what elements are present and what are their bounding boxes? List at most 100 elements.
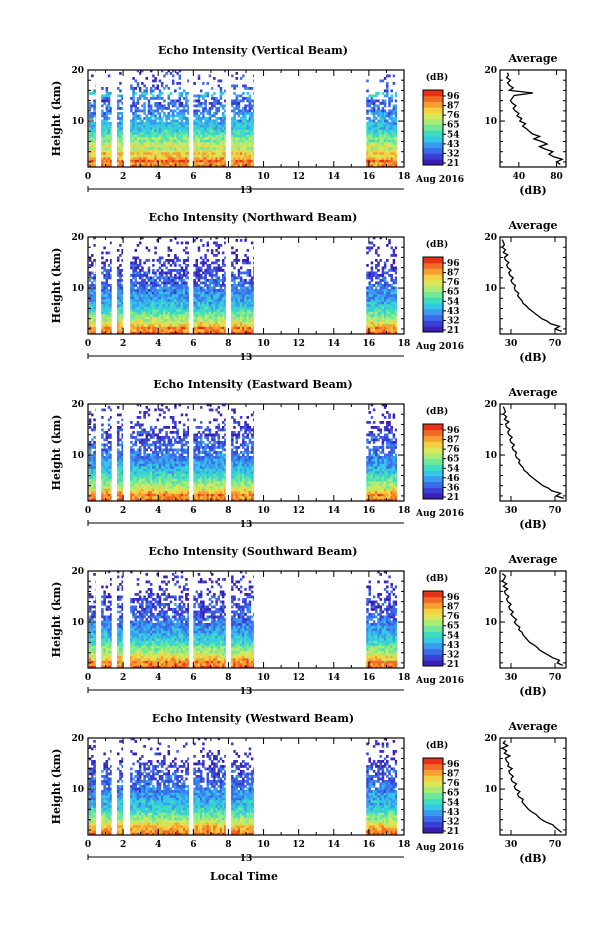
heatmap-cell xyxy=(88,159,92,163)
heatmap-cell xyxy=(138,142,142,145)
heatmap-cell xyxy=(208,299,212,302)
heatmap-cell xyxy=(169,498,173,502)
heatmap-cell xyxy=(116,147,120,150)
heatmap-cell xyxy=(202,321,205,325)
heatmap-cell xyxy=(178,137,182,140)
heatmap-cell xyxy=(156,299,160,302)
heatmap-cell xyxy=(182,159,186,163)
heatmap-cell xyxy=(375,286,378,290)
heatmap-cell xyxy=(239,289,243,292)
heatmap-cell xyxy=(109,476,112,479)
heatmap-cell xyxy=(239,127,243,130)
heatmap-cell xyxy=(208,114,212,118)
heatmap-cell xyxy=(174,491,177,494)
heatmap-cell xyxy=(171,157,175,160)
heatmap-cell xyxy=(210,124,214,128)
heatmap-cell xyxy=(248,316,252,320)
heatmap-cell xyxy=(147,296,151,300)
heatmap-cell xyxy=(176,127,179,130)
heatmap-cell xyxy=(206,286,210,290)
heatmap-cell xyxy=(103,127,106,130)
heatmap-cell xyxy=(143,124,146,128)
heatmap-cell xyxy=(182,309,186,312)
heatmap-cell xyxy=(101,251,104,255)
heatmap-cell xyxy=(143,92,146,95)
heatmap-cell xyxy=(187,301,189,305)
heatmap-cell xyxy=(163,326,166,330)
heatmap-cell xyxy=(368,296,371,300)
heatmap-cell xyxy=(119,264,122,267)
heatmap-cell xyxy=(101,458,104,462)
heatmap-cell xyxy=(143,314,146,317)
heatmap-cell xyxy=(185,291,188,295)
heatmap-cell xyxy=(233,299,236,302)
heatmap-cell xyxy=(107,486,111,489)
heatmap-cell xyxy=(388,157,391,160)
heatmap-cell xyxy=(171,291,175,295)
heatmap-cell xyxy=(171,321,175,325)
heatmap-cell xyxy=(235,329,238,332)
heatmap-cell xyxy=(136,124,140,128)
heatmap-cell xyxy=(235,119,238,123)
heatmap-cell xyxy=(372,309,376,312)
heatmap-cell xyxy=(119,99,122,103)
heatmap-cell xyxy=(93,324,96,327)
heatmap-cell xyxy=(105,152,109,155)
heatmap-cell xyxy=(88,493,92,497)
colorbar-swatch xyxy=(423,153,443,160)
heatmap-cell xyxy=(210,296,214,300)
heatmap-cell xyxy=(237,294,241,297)
heatmap-cell xyxy=(167,319,171,322)
heatmap-cell xyxy=(101,109,104,113)
heatmap-cell xyxy=(370,102,374,105)
heatmap-cell xyxy=(132,496,135,499)
heatmap-cell xyxy=(158,154,162,158)
y-axis-label: Height (km) xyxy=(50,81,63,157)
heatmap-cell xyxy=(109,453,112,457)
heatmap-cell xyxy=(370,304,374,307)
heatmap-cell xyxy=(130,311,133,315)
heatmap-cell xyxy=(160,124,164,128)
heatmap-cell xyxy=(213,266,216,270)
heatmap-cell xyxy=(187,289,189,292)
heatmap-cell xyxy=(366,246,369,250)
heatmap-cell xyxy=(132,87,135,90)
heatmap-cell xyxy=(242,319,245,322)
heatmap-cell xyxy=(121,453,124,457)
heatmap-cell xyxy=(199,132,203,135)
heatmap-cell xyxy=(149,326,153,330)
heatmap-cell xyxy=(182,261,186,265)
heatmap-cell xyxy=(242,129,245,133)
heatmap-cell xyxy=(233,122,236,125)
heatmap-cell xyxy=(138,241,142,245)
heatmap-cell xyxy=(372,124,376,128)
heatmap-cell xyxy=(383,331,387,335)
heatmap-cell xyxy=(130,491,133,494)
heatmap-cell xyxy=(250,299,254,302)
heatmap-cell xyxy=(202,309,205,312)
heatmap-cell xyxy=(156,316,160,320)
heatmap-cell xyxy=(237,281,241,285)
heatmap-cell xyxy=(253,289,254,292)
heatmap-cell xyxy=(237,289,241,292)
heatmap-cell xyxy=(215,316,218,320)
heatmap-cell xyxy=(109,122,112,125)
heatmap-cell xyxy=(147,284,151,287)
heatmap-cell xyxy=(158,104,162,108)
heatmap-cell xyxy=(158,112,162,115)
heatmap-cell xyxy=(213,147,216,150)
heatmap-cell xyxy=(109,316,112,320)
heatmap-cell xyxy=(372,311,376,315)
heatmap-cell xyxy=(130,294,133,297)
heatmap-cell xyxy=(231,289,234,292)
heatmap-cell xyxy=(154,109,157,113)
y-tick-label: 20 xyxy=(71,66,84,76)
heatmap-cell xyxy=(392,266,396,270)
heatmap-cell xyxy=(101,132,104,135)
heatmap-cell xyxy=(213,241,216,245)
heatmap-cell xyxy=(105,144,109,148)
heatmap-cell xyxy=(174,269,177,272)
heatmap-cell xyxy=(244,289,247,292)
heatmap-cell xyxy=(239,112,243,115)
heatmap-cell xyxy=(176,259,179,262)
